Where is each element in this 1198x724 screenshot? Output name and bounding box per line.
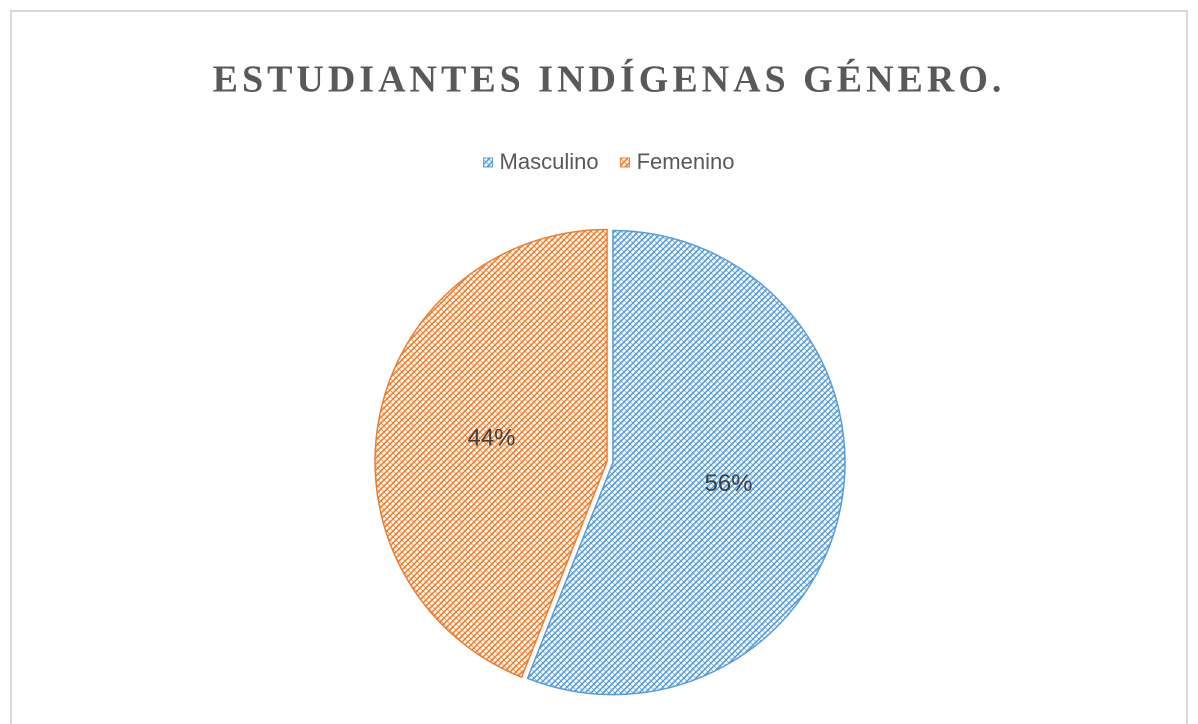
legend-label: Femenino — [637, 149, 735, 174]
legend-label: Masculino — [500, 149, 599, 174]
pie: 56% 44% — [374, 228, 846, 696]
pie-slice — [374, 228, 608, 679]
legend-swatch — [483, 157, 494, 168]
legend-swatch — [620, 157, 631, 168]
data-label: 56% — [704, 470, 752, 497]
legend: Masculino Femenino — [483, 149, 735, 174]
pie-slice — [526, 229, 846, 696]
chart-title: ESTUDIANTES INDÍGENAS GÉNERO. — [213, 59, 1006, 101]
data-label: 44% — [467, 425, 515, 452]
